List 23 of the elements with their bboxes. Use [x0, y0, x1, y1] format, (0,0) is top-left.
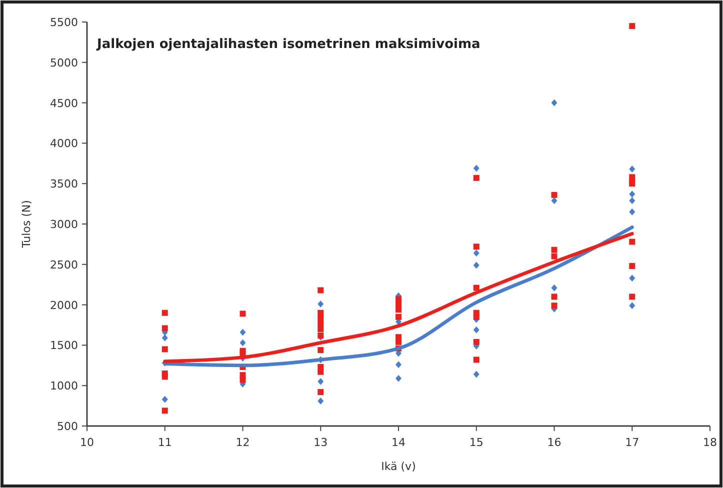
y-tick-label: 1500	[50, 339, 78, 352]
x-tick-label: 17	[625, 436, 640, 449]
x-tick-label: 11	[158, 436, 172, 449]
x-tick-label: 10	[80, 436, 94, 449]
x-tick-label: 13	[314, 436, 328, 449]
x-tick-label: 16	[547, 436, 562, 449]
x-tick-label: 15	[469, 436, 484, 449]
y-tick-label: 1000	[50, 380, 78, 393]
y-tick-label: 4000	[50, 137, 78, 150]
y-tick-label: 4500	[50, 96, 78, 110]
x-axis-title: Ikä (v)	[381, 460, 416, 473]
y-tick-label: 2500	[50, 258, 78, 272]
y-tick-label: 3000	[50, 218, 78, 231]
x-tick-label: 12	[236, 436, 250, 449]
y-tick-label: 3500	[50, 178, 78, 191]
y-axis-title: Tulos (N)	[20, 200, 33, 249]
x-tick-label: 18	[703, 436, 717, 449]
y-tick-label: 500	[57, 420, 78, 433]
y-tick-label: 2000	[50, 298, 78, 312]
text: Jalkojen ojentajalihasten isometrinen maksimivoima	[96, 37, 480, 52]
x-tick-label: 14	[392, 436, 406, 449]
y-tick-label: 5000	[50, 56, 78, 70]
y-tick-label: 5500	[50, 16, 78, 29]
